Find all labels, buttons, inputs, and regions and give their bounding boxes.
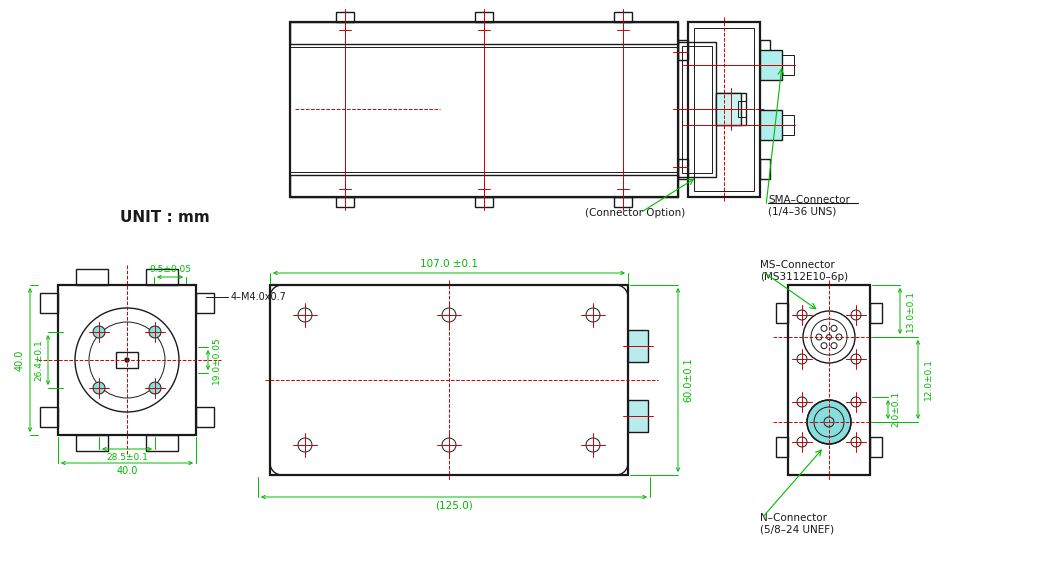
Bar: [760, 110, 782, 140]
Text: 2.0±0.1: 2.0±0.1: [892, 391, 900, 427]
Circle shape: [149, 326, 162, 338]
Bar: [716, 93, 746, 125]
Bar: [290, 22, 678, 44]
Bar: [336, 197, 354, 207]
Text: MS–Connector: MS–Connector: [760, 260, 835, 270]
Text: SMA–Connector: SMA–Connector: [768, 195, 850, 205]
Bar: [678, 42, 716, 177]
Text: 28.5±0.1: 28.5±0.1: [106, 452, 148, 462]
Circle shape: [93, 382, 105, 394]
Bar: [760, 159, 770, 179]
Bar: [196, 293, 214, 313]
Bar: [146, 435, 178, 451]
Bar: [694, 28, 754, 191]
Bar: [116, 352, 138, 368]
Bar: [76, 269, 108, 285]
Bar: [336, 12, 354, 22]
Circle shape: [807, 400, 851, 444]
Bar: [870, 437, 882, 457]
Text: (MS3112E10–6p): (MS3112E10–6p): [760, 272, 848, 282]
Text: N–Connector: N–Connector: [760, 513, 827, 523]
Bar: [614, 197, 632, 207]
Bar: [782, 115, 794, 135]
Bar: [628, 400, 648, 432]
Circle shape: [93, 326, 105, 338]
Text: 9.5±0.05: 9.5±0.05: [149, 264, 191, 273]
Bar: [40, 293, 58, 313]
Bar: [270, 285, 628, 475]
Bar: [688, 22, 760, 197]
Bar: [58, 285, 196, 435]
Bar: [678, 40, 688, 60]
Text: 26.4±0.1: 26.4±0.1: [34, 339, 44, 381]
Bar: [760, 40, 770, 60]
Bar: [776, 437, 788, 457]
Text: 4–M4.0x0.7: 4–M4.0x0.7: [231, 292, 287, 302]
Text: 60.0±0.1: 60.0±0.1: [683, 358, 693, 402]
Text: (1/4–36 UNS): (1/4–36 UNS): [768, 207, 837, 217]
Text: UNIT : mm: UNIT : mm: [120, 210, 209, 225]
Text: (125.0): (125.0): [436, 501, 473, 511]
Bar: [290, 175, 678, 197]
Bar: [628, 330, 648, 362]
Bar: [76, 435, 108, 451]
Text: 13.0±0.1: 13.0±0.1: [905, 290, 915, 332]
Text: (5/8–24 UNEF): (5/8–24 UNEF): [760, 525, 835, 535]
Text: 107.0 ±0.1: 107.0 ±0.1: [420, 259, 478, 269]
Bar: [782, 55, 794, 75]
Bar: [683, 46, 712, 173]
Bar: [788, 285, 870, 475]
Bar: [290, 22, 678, 197]
Bar: [475, 12, 493, 22]
Text: (Connector Option): (Connector Option): [585, 208, 686, 218]
Bar: [614, 12, 632, 22]
Bar: [870, 303, 882, 323]
Circle shape: [125, 358, 129, 362]
Text: 12.0±0.1: 12.0±0.1: [923, 358, 933, 400]
Bar: [760, 50, 782, 80]
Bar: [475, 197, 493, 207]
Text: 19.0±0.05: 19.0±0.05: [212, 336, 221, 384]
Bar: [738, 101, 746, 117]
Bar: [40, 407, 58, 427]
Bar: [146, 269, 178, 285]
Bar: [678, 159, 688, 179]
Text: 40.0: 40.0: [15, 349, 25, 371]
Circle shape: [149, 382, 162, 394]
Bar: [196, 407, 214, 427]
Bar: [716, 93, 741, 125]
Bar: [776, 303, 788, 323]
Text: 40.0: 40.0: [117, 466, 138, 476]
